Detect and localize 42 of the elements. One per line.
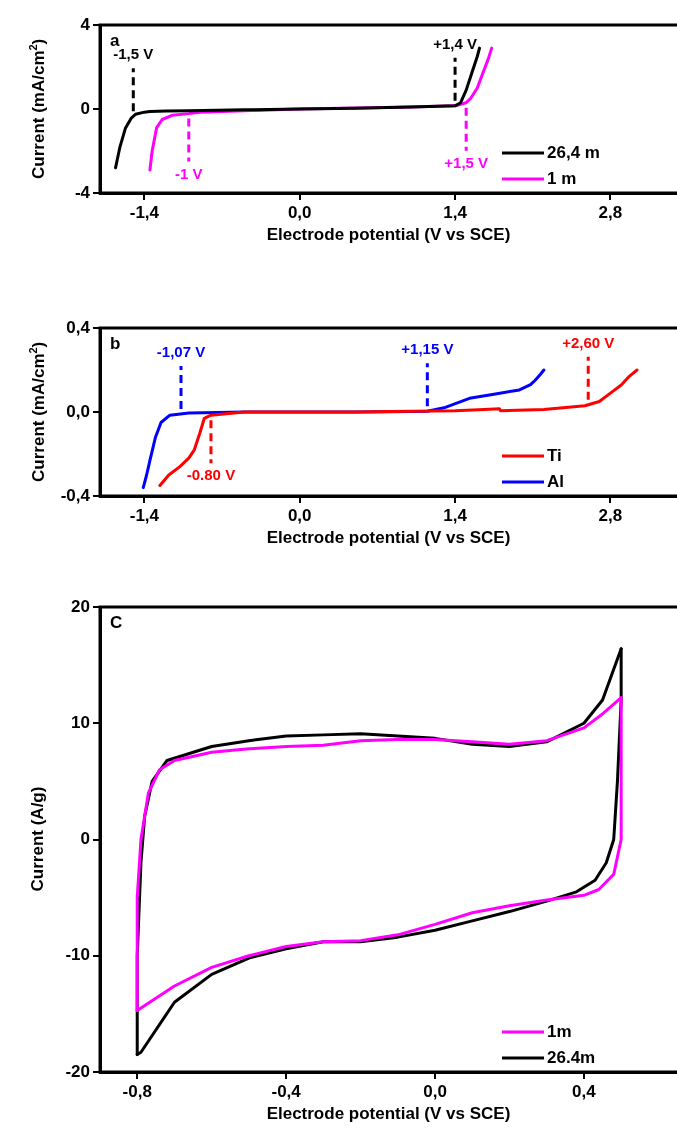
x-tick-label: -0,8 bbox=[122, 1081, 152, 1101]
annotation: C bbox=[110, 613, 123, 633]
y-tick-label: 0 bbox=[80, 829, 90, 849]
x-axis-title: Electrode potential (V vs SCE) bbox=[265, 1104, 512, 1124]
x-tick-label: 0,0 bbox=[287, 505, 312, 525]
y-tick-label: 0,0 bbox=[66, 401, 90, 421]
y-tick-label: 4 bbox=[80, 14, 91, 34]
y-tick-label: 0 bbox=[80, 98, 90, 118]
ref-line-label: -1,07 V bbox=[156, 343, 206, 361]
legend-label: Ti bbox=[547, 445, 562, 465]
x-tick-label: 0,0 bbox=[423, 1081, 447, 1101]
legend-label: Al bbox=[547, 471, 564, 491]
x-tick-label: 1,4 bbox=[443, 505, 468, 525]
legend-label: 1 m bbox=[547, 168, 577, 188]
y-axis-title: Current (A/g) bbox=[28, 785, 48, 893]
y-tick-label: -10 bbox=[65, 945, 90, 965]
ref-line-label: -1 V bbox=[175, 164, 203, 182]
x-tick-label: -0,4 bbox=[271, 1081, 302, 1101]
x-tick-label: 0,4 bbox=[572, 1081, 597, 1101]
x-tick-label: -1,4 bbox=[129, 505, 160, 525]
ref-line-label: +1,5 V bbox=[444, 153, 489, 171]
ref-line-label: -0.80 V bbox=[186, 466, 236, 484]
y-tick-label: -20 bbox=[65, 1061, 90, 1081]
x-tick-label: 2,8 bbox=[598, 505, 623, 525]
ref-line-label: +1,4 V bbox=[433, 34, 477, 52]
legend-label: 26.4m bbox=[547, 1047, 596, 1067]
ref-line-label: +1,15 V bbox=[401, 340, 454, 358]
y-tick-label: -4 bbox=[74, 182, 91, 202]
x-tick-label: 0,0 bbox=[287, 202, 312, 222]
y-tick-label: 10 bbox=[71, 712, 90, 732]
x-axis-title: Electrode potential (V vs SCE) bbox=[265, 225, 512, 245]
x-tick-label: -1,4 bbox=[129, 202, 160, 222]
legend-label: 26,4 m bbox=[547, 142, 600, 162]
y-tick-label: 20 bbox=[71, 596, 90, 616]
ref-line-label: +2,60 V bbox=[562, 333, 615, 351]
annotation: b bbox=[110, 334, 121, 354]
x-tick-label: 2,8 bbox=[598, 202, 623, 222]
x-axis-title: Electrode potential (V vs SCE) bbox=[265, 528, 512, 548]
y-tick-label: 0,4 bbox=[66, 317, 91, 337]
legend-label: 1m bbox=[547, 1021, 572, 1041]
y-tick-label: -0,4 bbox=[60, 485, 91, 505]
x-tick-label: 1,4 bbox=[443, 202, 468, 222]
